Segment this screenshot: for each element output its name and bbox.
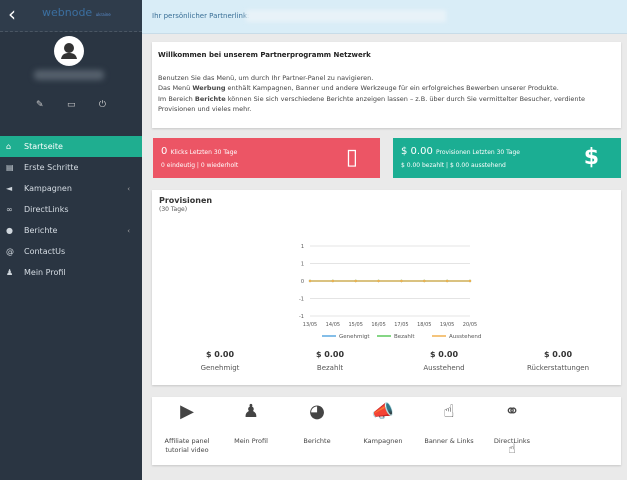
sidebar-item-label: ContactUs bbox=[24, 247, 66, 256]
quicklink-berichte[interactable]: ◕ Berichte bbox=[282, 401, 352, 446]
x-tick-label: 20/05 bbox=[463, 322, 477, 328]
total-ausstehend: $ 0.00 Ausstehend bbox=[423, 350, 465, 372]
user-icon: ♟ bbox=[6, 268, 14, 277]
data-point bbox=[331, 279, 335, 283]
quicklink-kampagnen[interactable]: 📣 Kampagnen bbox=[348, 401, 418, 446]
avatar bbox=[54, 36, 84, 66]
commissions-label: Provisionen Letzten 30 Tage bbox=[436, 149, 520, 156]
quicklink-banner-links[interactable]: ☝ Banner & Links bbox=[414, 401, 484, 446]
book-icon: ▤ bbox=[6, 163, 14, 172]
x-tick-label: 17/05 bbox=[394, 322, 408, 328]
video-icon: ▶ bbox=[180, 401, 194, 422]
y-tick-label: -1 bbox=[299, 314, 304, 320]
sidebar-item-erste-schritte[interactable]: ▤ Erste Schritte bbox=[0, 157, 142, 178]
legend-label: Genehmigt bbox=[339, 334, 370, 340]
quicklink-directlinks[interactable]: ⚭ DirectLinks bbox=[477, 401, 547, 446]
y-tick-label: 1 bbox=[301, 244, 304, 250]
sidebar-item-mein-profil[interactable]: ♟ Mein Profil bbox=[0, 262, 142, 283]
legend-label: Ausstehend bbox=[449, 334, 481, 340]
pie-chart-icon: ● bbox=[6, 226, 13, 235]
x-tick-label: 13/05 bbox=[303, 322, 317, 328]
sidebar: ‹ webnode ukraine ✎ ▭ ⏻ ⌂ Startseite ▤ Ers… bbox=[0, 0, 142, 480]
commissions-sub: $ 0.00 bezahlt | $ 0.00 ausstehend bbox=[401, 162, 506, 169]
partner-link-bar: Ihr persönlicher Partnerlink: bbox=[142, 0, 627, 34]
provisionen-card: Provisionen (30 Tage) 1 1 0 -1 -1 13/05 14/05 1… bbox=[152, 190, 621, 385]
sidebar-item-label: Startseite bbox=[24, 142, 63, 151]
total-rueckerstattungen: $ 0.00 Rückerstattungen bbox=[526, 350, 590, 372]
home-icon: ⌂ bbox=[6, 142, 12, 151]
megaphone-icon: 📣 bbox=[371, 401, 395, 422]
clicks-sub: 0 eindeutig | 0 wiederholt bbox=[161, 162, 239, 169]
x-tick-label: 18/05 bbox=[417, 322, 431, 328]
provisionen-title: Provisionen bbox=[159, 196, 213, 205]
clicks-label: Klicks Letzten 30 Tage bbox=[170, 149, 238, 156]
provisionen-chart: 1 1 0 -1 -1 13/05 14/05 15/05 16/05 17/05 18/05 19/… bbox=[299, 244, 481, 340]
data-point bbox=[423, 279, 426, 283]
x-tick-label: 16/05 bbox=[371, 322, 385, 328]
at-icon: @ bbox=[6, 247, 14, 256]
link-icon: ∞ bbox=[6, 205, 13, 214]
user-icon: ♟ bbox=[242, 401, 260, 422]
partner-link-label: Ihr persönlicher Partnerlink: bbox=[152, 12, 250, 20]
mouse-icon: ▯ bbox=[345, 145, 358, 170]
pencil-icon[interactable]: ✎ bbox=[36, 100, 44, 110]
commissions-value: $ 0.00 bbox=[401, 146, 433, 157]
x-tick-label: 15/05 bbox=[349, 322, 363, 328]
x-tick-label: 14/05 bbox=[326, 322, 340, 328]
sidebar-item-label: DirectLinks bbox=[24, 205, 69, 214]
username-blurred bbox=[34, 70, 104, 80]
total-genehmigt: $ 0.00 Genehmigt bbox=[200, 350, 240, 372]
logo-text: webnode bbox=[42, 6, 93, 19]
provisionen-period: (30 Tage) bbox=[159, 206, 188, 213]
data-point bbox=[400, 279, 403, 283]
sidebar-item-contactus[interactable]: @ ContactUs bbox=[0, 241, 142, 262]
quicklink-tutorial-video[interactable]: ▶ Affiliate panel tutorial video bbox=[152, 401, 222, 455]
data-point bbox=[445, 279, 449, 283]
sidebar-menu: ⌂ Startseite ▤ Erste Schritte ◄ Kampagnen ‹ … bbox=[0, 136, 142, 283]
data-point bbox=[308, 279, 312, 283]
data-point bbox=[468, 279, 472, 283]
welcome-line: Im Bereich Berichte können Sie sich vers… bbox=[158, 94, 586, 114]
chevron-left-icon[interactable]: ‹ bbox=[8, 2, 16, 26]
sidebar-item-kampagnen[interactable]: ◄ Kampagnen ‹ bbox=[0, 178, 142, 199]
welcome-line: Das Menü Werbung enthält Kampagnen, Bann… bbox=[158, 84, 559, 92]
data-point bbox=[354, 279, 357, 283]
clicks-value: 0 bbox=[161, 146, 168, 157]
welcome-card: Willkommen bei unserem Partnerprogramm N… bbox=[152, 42, 621, 128]
y-tick-label: 1 bbox=[301, 262, 304, 268]
sidebar-item-label: Erste Schritte bbox=[24, 163, 79, 172]
y-tick-label: -1 bbox=[299, 297, 304, 303]
sidebar-item-berichte[interactable]: ● Berichte ‹ bbox=[0, 220, 142, 241]
sidebar-item-directlinks[interactable]: ∞ DirectLinks bbox=[0, 199, 142, 220]
logo-sub: ukraine bbox=[95, 12, 111, 17]
quick-links-card: ▶ Affiliate panel tutorial video ♟ Mein Pr… bbox=[152, 397, 621, 465]
welcome-line: Benutzen Sie das Menü, um durch Ihr Part… bbox=[158, 73, 374, 82]
monitor-icon[interactable]: ▭ bbox=[66, 100, 76, 110]
sidebar-item-label: Berichte bbox=[24, 226, 58, 235]
megaphone-icon: ◄ bbox=[6, 184, 13, 193]
sidebar-item-label: Mein Profil bbox=[24, 268, 66, 277]
chevron-left-icon: ‹ bbox=[127, 184, 130, 193]
x-tick-label: 19/05 bbox=[440, 322, 454, 328]
data-point bbox=[377, 279, 380, 283]
legend-label: Bezahlt bbox=[394, 334, 415, 340]
logo[interactable]: webnode ukraine bbox=[42, 6, 111, 19]
hand-cursor-icon: ☝ bbox=[508, 442, 516, 457]
sidebar-item-startseite[interactable]: ⌂ Startseite bbox=[0, 136, 142, 157]
commissions-stat-card: $ 0.00 Provisionen Letzten 30 Tage $ 0.0… bbox=[393, 138, 621, 178]
pointer-hand-icon: ☝ bbox=[443, 401, 455, 422]
link-icon: ⚭ bbox=[504, 401, 520, 422]
sidebar-header: ‹ webnode ukraine bbox=[0, 0, 142, 32]
sidebar-item-label: Kampagnen bbox=[24, 184, 72, 193]
y-tick-label: 0 bbox=[301, 279, 304, 285]
total-bezahlt: $ 0.00 Bezahlt bbox=[315, 350, 345, 372]
pie-chart-icon: ◕ bbox=[309, 401, 325, 422]
dollar-icon: $ bbox=[583, 145, 599, 170]
clicks-stat-card: 0 Klicks Letzten 30 Tage 0 eindeutig | 0… bbox=[153, 138, 380, 178]
partner-link-blurred[interactable] bbox=[246, 10, 446, 22]
power-icon[interactable]: ⏻ bbox=[98, 100, 106, 110]
welcome-title: Willkommen bei unserem Partnerprogramm N… bbox=[158, 51, 371, 59]
chevron-left-icon: ‹ bbox=[127, 226, 130, 235]
quicklink-mein-profil[interactable]: ♟ Mein Profil bbox=[216, 401, 286, 446]
